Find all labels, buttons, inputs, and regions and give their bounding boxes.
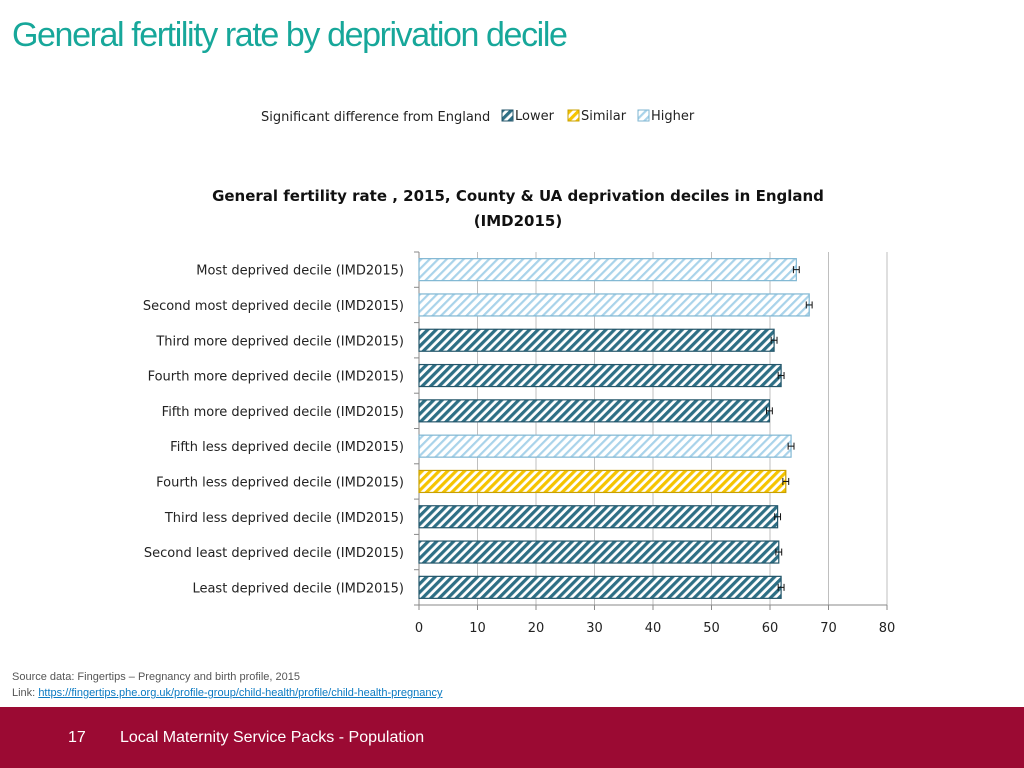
category-label: Least deprived decile (IMD2015) [192, 581, 404, 596]
category-label: Third more deprived decile (IMD2015) [155, 334, 404, 349]
bar-lower [418, 328, 775, 352]
bar-higher [418, 434, 792, 458]
link-label: Link: [12, 687, 36, 699]
category-label: Fourth more deprived decile (IMD2015) [148, 370, 404, 385]
legend-title: Significant difference from England [261, 110, 490, 125]
x-tick-label: 70 [820, 621, 837, 636]
page-number: 17 [68, 729, 86, 746]
legend-label-similar: Similar [581, 109, 627, 124]
x-tick-label: 60 [762, 621, 779, 636]
bar-higher [418, 258, 797, 282]
x-tick-label: 50 [703, 621, 720, 636]
source-link[interactable]: https://fingertips.phe.org.uk/profile-gr… [38, 687, 443, 699]
x-tick-label: 0 [415, 621, 423, 636]
category-label: Most deprived decile (IMD2015) [196, 264, 404, 279]
bar-lower [418, 363, 782, 388]
source-note: Source data: Fingertips – Pregnancy and … [12, 669, 443, 701]
bar-higher [418, 293, 810, 317]
chart-title-line1: General fertility rate , 2015, County & … [212, 187, 824, 205]
legend-swatch-similar [567, 109, 580, 122]
x-tick-label: 10 [469, 621, 486, 636]
category-label: Fourth less deprived decile (IMD2015) [156, 475, 404, 490]
bar-lower [418, 399, 771, 423]
page-title: General fertility rate by deprivation de… [12, 16, 568, 54]
x-tick-label: 40 [645, 621, 662, 636]
footer-bar: 17 Local Maternity Service Packs - Popul… [0, 707, 1024, 768]
bar-similar [418, 469, 787, 494]
bar-lower [418, 505, 779, 529]
x-tick-label: 30 [586, 621, 603, 636]
footer-title: Local Maternity Service Packs - Populati… [120, 729, 425, 746]
legend-swatch-lower [501, 109, 514, 122]
source-text: Source data: Fingertips – Pregnancy and … [12, 671, 301, 683]
legend-label-lower: Lower [515, 109, 555, 124]
source-link-line: Link: https://fingertips.phe.org.uk/prof… [12, 685, 443, 701]
chart-title-line2: (IMD2015) [474, 212, 562, 230]
fertility-rate-chart: Significant difference from England Lower… [143, 109, 896, 636]
category-label: Second least deprived decile (IMD2015) [144, 546, 404, 561]
bar-lower [418, 540, 780, 564]
legend-swatch-higher [637, 109, 650, 122]
category-label: Second most deprived decile (IMD2015) [143, 299, 404, 314]
legend-label-higher: Higher [651, 109, 695, 124]
category-label: Third less deprived decile (IMD2015) [164, 511, 404, 526]
x-tick-label: 20 [528, 621, 545, 636]
x-tick-label: 80 [879, 621, 896, 636]
bar-lower [418, 575, 782, 599]
category-label: Fifth less deprived decile (IMD2015) [170, 440, 404, 455]
category-label: Fifth more deprived decile (IMD2015) [162, 405, 404, 420]
